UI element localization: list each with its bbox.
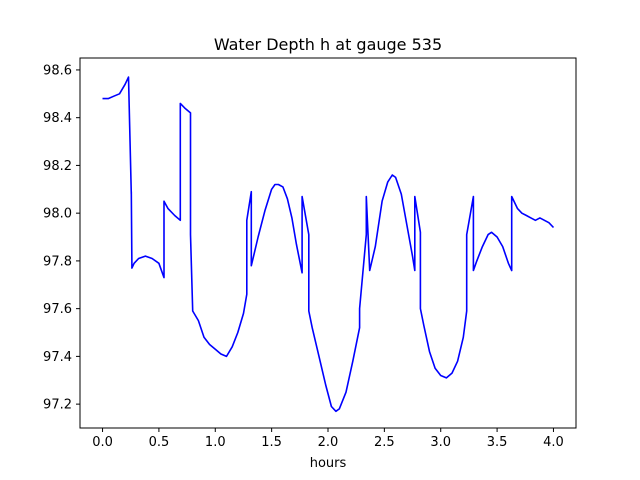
x-tick-label: 3.0 <box>430 435 451 450</box>
x-tick-label: 4.0 <box>543 435 564 450</box>
x-axis: 0.0 0.5 1.0 1.5 2.0 2.5 3.0 3.5 4.0 <box>92 428 564 450</box>
y-axis: 97.2 97.4 97.6 97.8 98.0 98.2 98.4 98.6 <box>43 63 80 413</box>
y-tick-label: 97.2 <box>43 398 72 413</box>
x-tick-label: 2.5 <box>374 435 395 450</box>
x-tick-label: 0.0 <box>92 435 113 450</box>
x-axis-label: hours <box>310 456 347 471</box>
y-tick-label: 97.6 <box>43 302 72 317</box>
y-tick-label: 97.4 <box>43 350 72 365</box>
x-tick-label: 3.5 <box>487 435 508 450</box>
y-tick-label: 98.6 <box>43 63 72 78</box>
x-tick-label: 2.0 <box>318 435 339 450</box>
chart-title: Water Depth h at gauge 535 <box>214 35 442 54</box>
y-tick-label: 98.2 <box>43 159 72 174</box>
x-tick-label: 1.0 <box>205 435 226 450</box>
series-layer <box>102 76 555 413</box>
x-tick-label: 0.5 <box>149 435 170 450</box>
y-tick-label: 98.0 <box>43 207 72 222</box>
x-tick-label: 1.5 <box>261 435 282 450</box>
y-tick-label: 97.8 <box>43 254 72 269</box>
series-line-0 <box>102 76 555 413</box>
y-tick-label: 98.4 <box>43 111 72 126</box>
